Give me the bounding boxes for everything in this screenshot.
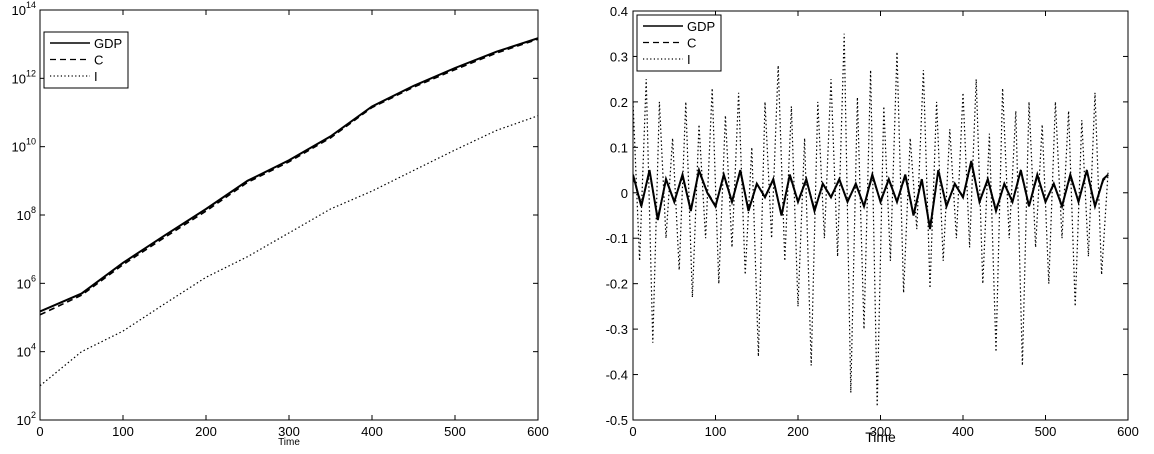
y-tick-label: 0.2: [610, 95, 628, 110]
x-tick-label: 100: [112, 424, 134, 439]
y-tick-label: -0.2: [606, 277, 628, 292]
x-tick-label: 0: [36, 424, 43, 439]
y-tick-label: 0: [621, 186, 628, 201]
plot-frame: [632, 10, 1129, 421]
series-line-i: [40, 115, 538, 387]
x-tick-label: 100: [705, 424, 727, 439]
x-tick-label: 0: [629, 424, 636, 439]
x-tick-label: 300: [278, 424, 300, 439]
y-tick-label: 1014: [12, 0, 36, 18]
legend-label-i: I: [94, 69, 98, 84]
x-tick-label: 500: [444, 424, 466, 439]
x-tick-label: 600: [1117, 424, 1139, 439]
y-tick-label: -0.1: [606, 231, 628, 246]
y-tick-label: 0.3: [610, 49, 628, 64]
y-tick-label: 1010: [12, 137, 36, 155]
x-tick-label: 200: [787, 424, 809, 439]
y-tick-label: -0.4: [606, 368, 628, 383]
x-tick-label: 200: [195, 424, 217, 439]
legend-label-c: C: [94, 53, 103, 68]
series-line-c: [40, 38, 538, 316]
y-tick-label: 102: [17, 410, 36, 428]
x-tick-label: 500: [1035, 424, 1057, 439]
legend-label-i: I: [687, 52, 691, 67]
y-tick-label: 1012: [12, 68, 36, 86]
chart-right-linear: 0 100 200 300 400 500 600 -0.5 -0.4 -0.3 -0.2 -0.1 0…: [606, 4, 1139, 445]
series-line-i: [633, 33, 1109, 407]
x-axis-label: Time: [278, 437, 300, 448]
y-tick-label: -0.3: [606, 322, 628, 337]
y-tick-label: -0.5: [606, 413, 628, 428]
y-tick-label: 0.1: [610, 140, 628, 155]
legend-label-c: C: [687, 36, 696, 51]
legend-box: [43, 31, 129, 89]
x-tick-label: 400: [952, 424, 974, 439]
y-tick-label: 104: [17, 342, 36, 360]
series-line-gdp: [40, 37, 538, 313]
x-tick-label: 300: [870, 424, 892, 439]
y-tick-label: 108: [17, 205, 36, 223]
chart-left-log: 0 100 200 300 400 500 600 102 104 106 108 1010 1012 1…: [12, 0, 549, 448]
x-tick-label: 600: [527, 424, 549, 439]
legend-label-gdp: GDP: [687, 19, 715, 34]
y-tick-label: 0.4: [610, 4, 628, 19]
y-tick-label: 106: [17, 273, 36, 291]
x-axis-label: Time: [865, 429, 896, 445]
legend-label-gdp: GDP: [94, 36, 122, 51]
x-tick-label: 400: [361, 424, 383, 439]
